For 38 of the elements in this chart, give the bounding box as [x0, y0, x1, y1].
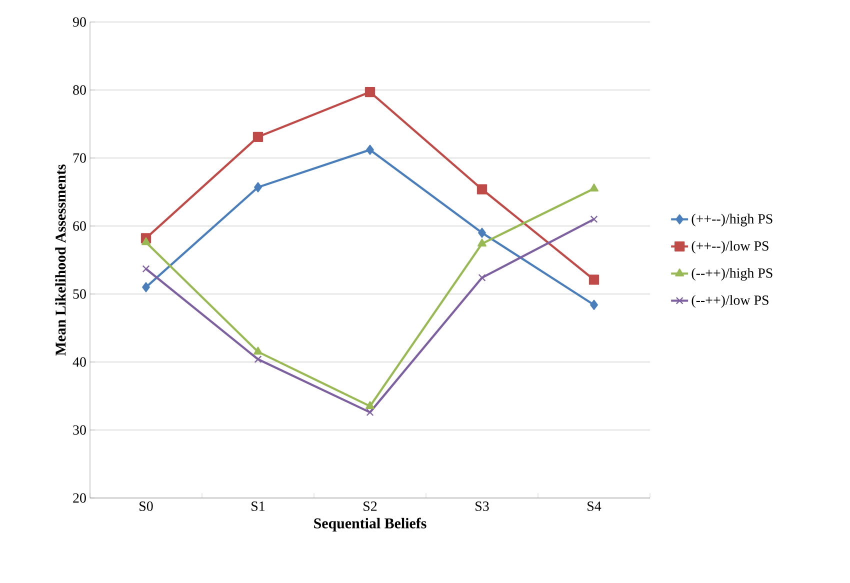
point [366, 408, 374, 416]
x-tick-label: S4 [588, 502, 602, 511]
point [476, 184, 488, 194]
point [590, 300, 598, 310]
point [254, 346, 262, 355]
x-tick-label: S0 [140, 502, 153, 511]
y-tick-label: 70 [73, 153, 86, 163]
x-axis-title: Sequential Beliefs [314, 518, 426, 532]
point [252, 132, 264, 142]
point [588, 274, 600, 285]
point [366, 144, 374, 155]
y-axis-title: Mean Likelihood Assessments [55, 164, 66, 356]
point [142, 282, 150, 292]
point [478, 228, 486, 238]
point [142, 265, 150, 273]
y-tick-label: 50 [73, 289, 86, 299]
y-tick-label: 80 [73, 85, 86, 95]
legend-label: (++--)/low PS [692, 240, 768, 254]
point [590, 184, 598, 192]
y-tick-label: 90 [72, 17, 86, 27]
point [142, 237, 150, 246]
point [254, 182, 262, 192]
point [254, 356, 262, 364]
point [478, 274, 486, 282]
x-tick-label: S1 [252, 502, 265, 511]
legend-label: (--++)/low PS [692, 295, 768, 308]
x-tick-label: S3 [476, 502, 489, 511]
point [364, 86, 376, 98]
point [478, 238, 486, 247]
y-tick-label: 60 [73, 221, 86, 231]
point [366, 401, 374, 410]
y-tick-label: 30 [73, 425, 86, 435]
y-tick-label: 40 [72, 357, 86, 367]
legend-label: (--++)/high PS [692, 268, 772, 281]
legend-label: (++--)/high PS [692, 214, 772, 226]
y-tick-label: 20 [73, 493, 86, 503]
x-tick-label: S2 [364, 502, 377, 511]
point [590, 215, 598, 223]
